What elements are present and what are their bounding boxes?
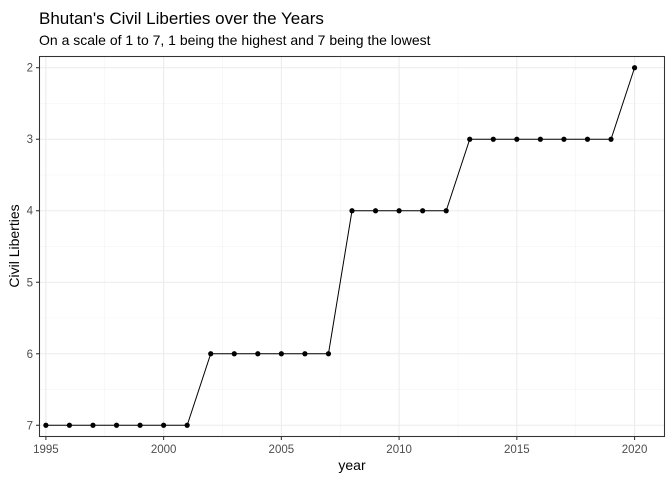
y-tick-label: 4	[27, 206, 34, 218]
data-point	[420, 208, 426, 214]
data-point	[278, 351, 284, 357]
data-point	[302, 351, 308, 357]
data-point	[137, 422, 143, 428]
data-point	[161, 422, 167, 428]
panel-border	[38, 55, 666, 438]
y-tick-label: 5	[27, 277, 33, 289]
y-tick-label: 6	[27, 349, 33, 361]
x-axis-title: year	[338, 457, 366, 473]
minor-grid	[40, 57, 664, 436]
data-point	[325, 351, 332, 357]
x-tick-label: 1995	[33, 444, 59, 456]
data-point	[537, 136, 543, 142]
data-point	[372, 208, 379, 214]
x-tick-label: 2000	[151, 444, 177, 456]
data-point	[90, 422, 96, 428]
series-line	[45, 67, 636, 426]
data-point	[66, 422, 73, 428]
data-point	[490, 136, 496, 142]
x-tick-label: 2005	[269, 444, 295, 456]
y-tick-label: 3	[27, 134, 33, 146]
data-point	[349, 208, 355, 214]
x-tick-label: 2015	[504, 444, 530, 456]
data-point	[561, 136, 567, 142]
major-grid	[40, 57, 664, 436]
y-axis: 2 3 4 5 6 7	[27, 63, 40, 432]
data-point	[396, 208, 402, 214]
data-point	[113, 422, 120, 428]
data-point	[43, 422, 49, 428]
data-point	[467, 136, 473, 142]
data-point	[443, 208, 449, 214]
data-point	[231, 351, 237, 357]
data-point	[255, 351, 261, 357]
chart-subtitle: On a scale of 1 to 7, 1 being the highes…	[39, 32, 431, 48]
series-civil-liberties	[43, 65, 638, 428]
data-point	[184, 422, 190, 428]
x-axis: 1995 2000 2005 2010 2015 2020	[33, 436, 647, 456]
x-tick-label: 2010	[386, 444, 412, 456]
data-point	[584, 136, 591, 142]
y-tick-label: 2	[27, 63, 33, 75]
data-point	[208, 351, 214, 357]
x-tick-label: 2020	[622, 444, 648, 456]
chart-title: Bhutan's Civil Liberties over the Years	[39, 9, 324, 28]
data-point	[631, 65, 638, 71]
data-point	[514, 136, 520, 142]
y-tick-label: 7	[27, 420, 33, 432]
y-axis-title: Civil Liberties	[6, 204, 22, 287]
data-point	[608, 136, 614, 142]
